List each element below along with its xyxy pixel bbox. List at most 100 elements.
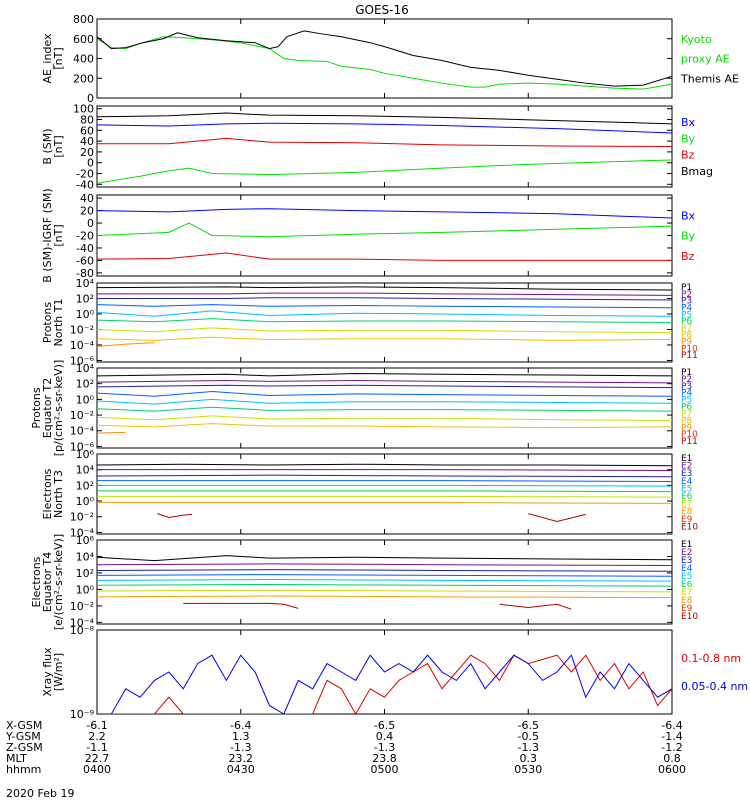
series-line-E1 — [97, 555, 672, 562]
legend-label: P6 — [681, 317, 692, 327]
legend-label: P5 — [681, 310, 692, 320]
series-line-Bx — [97, 122, 672, 134]
series-line-P3 — [97, 384, 672, 389]
legend-label: E2 — [681, 548, 692, 558]
y-tick-label: 80 — [80, 114, 94, 127]
legend-label: E2 — [681, 462, 692, 472]
legend-label: P10 — [681, 344, 698, 354]
series-line-E10 — [183, 602, 299, 609]
series-line-E2 — [97, 469, 672, 471]
series-line-E10 — [157, 513, 192, 519]
y-axis-label: Protons — [30, 387, 43, 428]
legend-label: E4 — [681, 564, 693, 574]
y-tick-label: 100 — [73, 103, 94, 116]
legend-label: P8 — [681, 416, 692, 426]
ephemeris-value: -1.4 — [661, 730, 682, 743]
y-axis-label: B (SM)-IGRF (SM) — [41, 188, 54, 282]
ephemeris-value: 23.2 — [229, 752, 254, 765]
y-tick-label: 10⁻⁶ — [70, 440, 95, 453]
ephemeris-value: 0.4 — [376, 730, 394, 743]
legend-label: E3 — [681, 469, 692, 479]
ephemeris-value: -6.4 — [661, 719, 682, 732]
panel-frame — [96, 367, 673, 449]
y-tick-label: 10⁻⁹ — [70, 708, 94, 721]
series-line-P8 — [97, 336, 672, 341]
ephemeris-value: -0.5 — [518, 730, 539, 743]
y-tick-label: 0 — [87, 92, 94, 105]
series-line-P7 — [97, 327, 672, 334]
y-tick-label: 200 — [73, 72, 94, 85]
y-tick-label: 10⁴ — [76, 362, 95, 375]
y-tick-label: 10⁰ — [76, 495, 95, 508]
legend-label: E7 — [681, 500, 692, 510]
legend-label: Themis AE — [680, 72, 739, 85]
y-axis-label: Xray flux — [41, 647, 54, 697]
series-line-E6 — [97, 583, 672, 587]
series-line-E6 — [97, 490, 672, 493]
series-line-By — [97, 222, 672, 238]
ephemeris-value: 2.2 — [88, 730, 106, 743]
series-line-P1 — [97, 286, 672, 291]
legend-label: E5 — [681, 572, 692, 582]
y-tick-label: 40 — [80, 192, 94, 205]
legend-label: P1 — [681, 283, 692, 293]
y-tick-label: 10² — [76, 292, 94, 305]
y-tick-label: 10⁴ — [76, 550, 95, 563]
series-line-Bmag — [97, 112, 672, 125]
series-line-E2 — [97, 563, 672, 567]
legend-label: E8 — [681, 507, 693, 517]
y-axis-label: North T3 — [52, 470, 65, 518]
ephemeris-value: 0500 — [371, 763, 399, 776]
y-tick-label: 10⁻² — [70, 409, 94, 422]
series-line-E7 — [97, 495, 672, 498]
legend-label: P9 — [681, 423, 692, 433]
series-line-segment — [499, 603, 572, 610]
legend-label: P7 — [681, 409, 692, 419]
legend-label: P1 — [681, 368, 692, 378]
series-line-P2 — [97, 292, 672, 296]
ephemeris-value: -1.3 — [230, 741, 251, 754]
y-tick-label: 10⁴ — [76, 464, 95, 477]
series-line-E8 — [97, 502, 672, 504]
y-tick-label: -20 — [76, 168, 94, 181]
series-line-Kyoto-proxy-AE — [97, 36, 672, 90]
series-line-P6 — [97, 318, 672, 323]
y-axis-label: Equator T2 — [41, 378, 54, 438]
y-tick-label: -80 — [76, 267, 94, 280]
y-tick-label: 10² — [76, 479, 94, 492]
ephemeris-value: 22.7 — [85, 752, 110, 765]
legend-label: E9 — [681, 515, 693, 525]
y-tick-label: -40 — [76, 242, 94, 255]
y-tick-label: 60 — [80, 124, 94, 137]
series-line-By — [97, 159, 672, 184]
legend-label: P11 — [681, 437, 698, 447]
ephemeris-row-label: hhmm — [6, 763, 41, 776]
ephemeris-value: 0.3 — [520, 752, 538, 765]
series-line-Themis-AE — [97, 30, 672, 87]
y-tick-label: 10⁻⁴ — [70, 526, 95, 539]
legend-label: E1 — [681, 454, 692, 464]
ephemeris-row-label: X-GSM — [6, 719, 42, 732]
legend-label: 0.05-0.4 nm — [681, 680, 748, 693]
legend-label: P10 — [681, 430, 698, 440]
y-axis-label: Electrons — [41, 468, 54, 519]
series-line-P1 — [97, 372, 672, 377]
legend-label: Bmag — [681, 165, 713, 178]
y-tick-label: 10⁴ — [76, 277, 95, 290]
y-tick-label: 0 — [87, 217, 94, 230]
ephemeris-value: -6.1 — [86, 719, 107, 732]
y-axis-label: [e/(cm²-s-sr-keV)] — [52, 534, 65, 630]
legend-label: proxy AE — [681, 53, 730, 66]
y-axis-label: [nT] — [52, 47, 65, 69]
legend-label: E6 — [681, 580, 693, 590]
legend-label: E10 — [681, 522, 698, 532]
y-axis-label: Equator T4 — [41, 552, 54, 612]
series-line-P9 — [97, 342, 155, 348]
ephemeris-row-label: MLT — [6, 752, 27, 765]
y-axis-label: Protons — [41, 302, 54, 343]
y-tick-label: 10⁰ — [76, 393, 95, 406]
